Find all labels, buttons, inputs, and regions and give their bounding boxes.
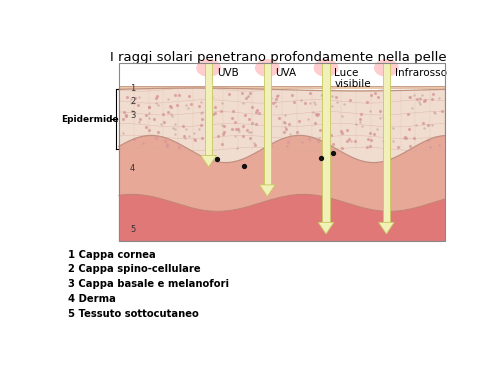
Ellipse shape xyxy=(374,59,399,77)
Ellipse shape xyxy=(196,59,221,77)
Text: 5 Tessuto sottocutaneo: 5 Tessuto sottocutaneo xyxy=(69,308,199,319)
Bar xyxy=(205,63,212,155)
Polygon shape xyxy=(201,155,216,167)
Bar xyxy=(323,63,330,222)
Text: Luce
visibile: Luce visibile xyxy=(334,68,371,89)
Bar xyxy=(264,63,271,185)
Text: UVA: UVA xyxy=(276,68,297,78)
Text: 1: 1 xyxy=(130,84,135,93)
Bar xyxy=(383,63,390,222)
Polygon shape xyxy=(119,194,445,241)
Text: 2: 2 xyxy=(130,97,135,106)
Text: 4: 4 xyxy=(130,164,135,173)
Polygon shape xyxy=(379,222,394,234)
Ellipse shape xyxy=(314,59,338,77)
Polygon shape xyxy=(318,222,334,234)
Text: 4 Derma: 4 Derma xyxy=(69,294,116,304)
Text: Epidermide: Epidermide xyxy=(61,115,119,124)
Text: I raggi solari penetrano profondamente nella pelle: I raggi solari penetrano profondamente n… xyxy=(110,51,446,64)
Text: UVB: UVB xyxy=(217,68,238,78)
Text: 1 Cappa cornea: 1 Cappa cornea xyxy=(69,250,156,259)
Bar xyxy=(119,63,445,241)
Ellipse shape xyxy=(255,59,280,77)
Polygon shape xyxy=(119,88,445,163)
Text: Infrarosso: Infrarosso xyxy=(395,68,446,78)
Text: 3: 3 xyxy=(130,110,135,120)
Polygon shape xyxy=(119,86,445,89)
Text: 5: 5 xyxy=(130,225,135,234)
Polygon shape xyxy=(260,185,275,197)
Text: 3 Cappa basale e melanofori: 3 Cappa basale e melanofori xyxy=(69,279,229,289)
Text: 2 Cappa spino-cellulare: 2 Cappa spino-cellulare xyxy=(69,264,201,274)
Polygon shape xyxy=(119,135,445,211)
